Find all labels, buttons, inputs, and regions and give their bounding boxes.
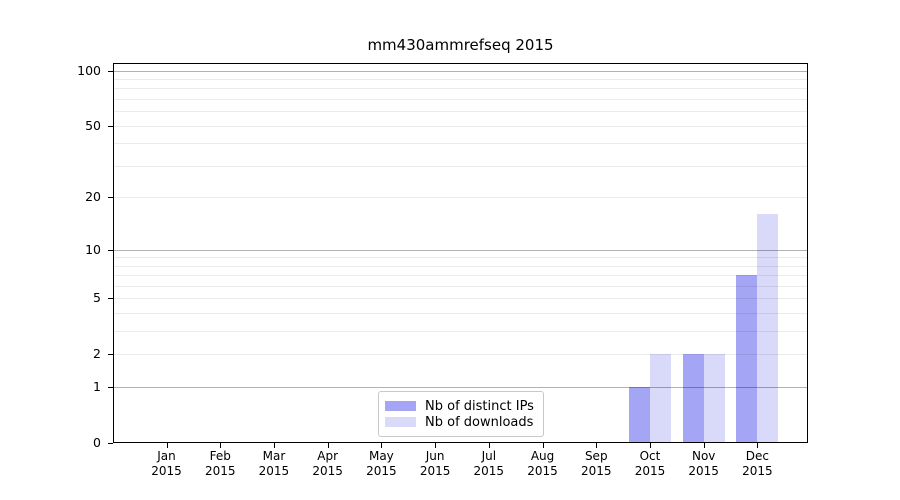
y-tick-mark — [108, 387, 113, 389]
x-tick-label-aug: Aug 2015 — [527, 449, 558, 478]
y-tick-label: 5 — [93, 290, 101, 306]
x-tick-label-apr: Apr 2015 — [312, 449, 343, 478]
x-tick-mark — [327, 443, 329, 448]
bar-distinct-ips-oct — [628, 387, 650, 443]
bar-downloads-dec — [757, 214, 779, 443]
y-tick-mark — [108, 298, 113, 300]
gridline-major — [113, 249, 808, 251]
bar-distinct-ips-dec — [736, 275, 758, 443]
distinct-ips-swatch-icon — [385, 401, 416, 411]
gridline-minor — [113, 99, 808, 101]
gridline-minor — [113, 313, 808, 315]
x-tick-label-jun: Jun 2015 — [419, 449, 451, 478]
gridline-major — [113, 387, 808, 389]
gridline-major — [113, 70, 808, 72]
y-tick-label: 2 — [93, 346, 101, 362]
gridline-minor — [113, 143, 808, 145]
legend-item-downloads: Nb of downloads — [385, 414, 535, 430]
plot-area — [113, 63, 808, 443]
y-tick-mark — [108, 443, 113, 444]
legend: Nb of distinct IPs Nb of downloads — [378, 391, 544, 437]
gridline-minor — [113, 88, 808, 90]
x-tick-mark — [596, 443, 598, 448]
x-tick-label-nov: Nov 2015 — [688, 449, 719, 478]
gridline-minor — [113, 165, 808, 167]
y-tick-mark — [108, 249, 113, 251]
gridline-minor — [113, 125, 808, 127]
gridline-minor — [113, 331, 808, 333]
gridline-minor — [113, 79, 808, 81]
y-tick-mark — [108, 70, 113, 72]
y-tick-label: 0 — [93, 435, 101, 450]
x-tick-mark — [381, 443, 383, 448]
downloads-swatch-icon — [385, 417, 416, 427]
x-tick-label-jan: Jan 2015 — [151, 449, 182, 478]
y-tick-label: 10 — [85, 241, 101, 257]
x-tick-mark — [273, 443, 275, 448]
gridline-minor — [113, 111, 808, 113]
y-tick-label: 1 — [93, 379, 101, 395]
legend-label-distinct-ips: Nb of distinct IPs — [425, 398, 534, 414]
x-tick-label-dec: Dec 2015 — [742, 449, 773, 478]
y-tick-label: 100 — [77, 62, 101, 78]
bar-downloads-nov — [703, 354, 725, 443]
x-tick-mark — [166, 443, 168, 448]
x-tick-mark — [542, 443, 544, 448]
x-tick-label-feb: Feb 2015 — [204, 449, 236, 478]
gridline-minor — [113, 197, 808, 199]
chart-title: mm430ammrefseq 2015 — [367, 36, 554, 54]
y-tick-label: 50 — [85, 117, 101, 133]
gridline-minor — [113, 265, 808, 267]
gridline-minor — [113, 298, 808, 300]
x-tick-label-mar: Mar 2015 — [258, 449, 290, 478]
x-tick-label-oct: Oct 2015 — [634, 449, 666, 478]
gridline-minor — [113, 275, 808, 277]
y-tick-mark — [108, 125, 113, 127]
x-tick-mark — [703, 443, 705, 448]
gridline-minor — [113, 257, 808, 259]
gridline-minor — [113, 285, 808, 287]
y-tick-label: 20 — [85, 189, 101, 205]
y-tick-mark — [108, 354, 113, 356]
x-tick-label-jul: Jul 2015 — [473, 449, 505, 478]
gridline-minor — [113, 354, 808, 356]
x-tick-mark — [649, 443, 651, 448]
bar-distinct-ips-nov — [682, 354, 704, 443]
legend-item-distinct-ips: Nb of distinct IPs — [385, 398, 535, 414]
x-tick-mark — [435, 443, 437, 448]
x-tick-mark — [488, 443, 490, 448]
y-tick-mark — [108, 197, 113, 199]
x-tick-mark — [757, 443, 759, 448]
x-tick-label-may: May 2015 — [366, 449, 397, 478]
legend-label-downloads: Nb of downloads — [425, 414, 534, 430]
bar-downloads-oct — [649, 354, 671, 443]
x-tick-mark — [220, 443, 222, 448]
x-tick-label-sep: Sep 2015 — [580, 449, 612, 478]
